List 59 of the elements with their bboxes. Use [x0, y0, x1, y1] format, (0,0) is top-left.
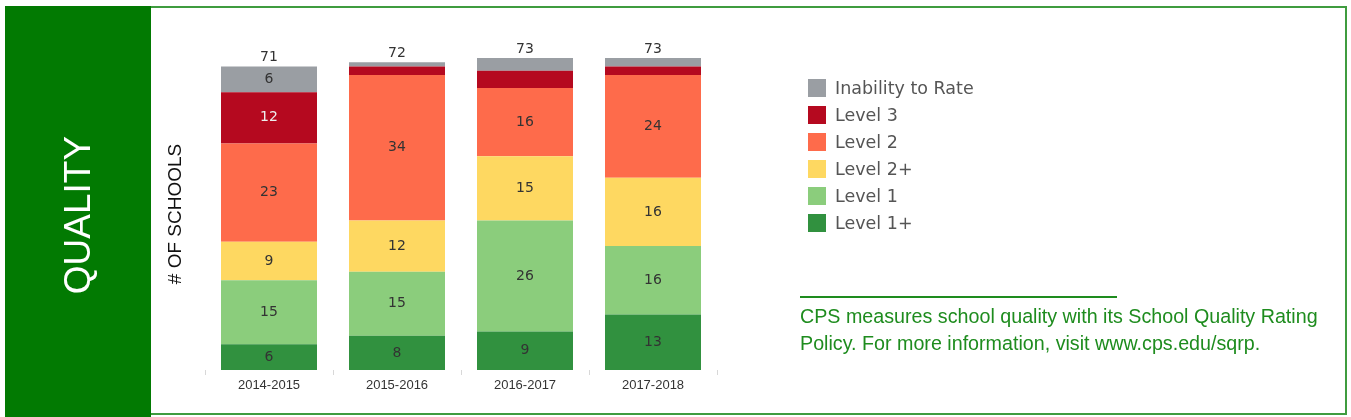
x-tick-label: 2017-2018	[621, 377, 685, 393]
total-label: 71	[260, 48, 278, 65]
data-label: 8	[392, 343, 402, 360]
text: CPS measures school quality with its School Quality Rating Policy. For more information, visit www.cps.edu/sqrp.	[800, 304, 1319, 356]
bar	[221, 143, 317, 242]
legend-label: Level 1+	[835, 212, 913, 233]
bar	[477, 58, 573, 71]
data-label: 34	[388, 138, 406, 155]
x-tick-label: 2014-2015	[237, 377, 301, 393]
data-label: 23	[260, 183, 278, 200]
bar	[605, 314, 701, 370]
data-label: 9	[520, 341, 530, 358]
bar	[221, 66, 317, 93]
total-label: 73	[516, 39, 534, 56]
data-label: 26	[516, 266, 534, 283]
bar	[349, 271, 445, 336]
data-label: 16	[644, 270, 662, 287]
data-label: 9	[264, 251, 274, 268]
bar	[349, 75, 445, 221]
bar	[605, 177, 701, 247]
data-label: 6	[264, 347, 274, 364]
data-label: 6	[264, 70, 274, 87]
bar	[349, 335, 445, 370]
data-label: 15	[260, 302, 278, 319]
bar	[221, 280, 317, 345]
data-label: 12	[388, 236, 406, 253]
bar	[477, 220, 573, 332]
data-label: 16	[644, 202, 662, 219]
legend-label: Level 2+	[835, 158, 913, 179]
bar	[221, 92, 317, 144]
bar	[605, 66, 701, 76]
bar	[477, 70, 573, 88]
bar	[605, 246, 701, 315]
bar	[349, 66, 445, 76]
side-panel: QUALITY	[5, 6, 151, 417]
y-axis-title: # OF SCHOOLS	[163, 143, 185, 285]
data-label: 16	[516, 112, 534, 129]
bar	[605, 58, 701, 67]
legend-label: Inability to Rate	[835, 77, 974, 98]
data-label: 15	[516, 179, 534, 195]
legend-label: Level 2	[835, 131, 898, 152]
bar	[221, 344, 317, 370]
data-label: 15	[388, 294, 406, 311]
bar	[349, 62, 445, 67]
data-label: 12	[260, 108, 278, 125]
bar	[349, 220, 445, 272]
bar	[477, 87, 573, 157]
x-tick-label: 2015-2016	[365, 377, 429, 393]
bar	[605, 75, 701, 178]
total-label: 73	[644, 39, 662, 56]
legend-label: Level 3	[835, 104, 898, 125]
bar	[477, 156, 573, 221]
total-label: 72	[388, 43, 406, 60]
legend-label: Level 1	[835, 185, 898, 206]
bar	[221, 241, 317, 281]
data-label: 13	[644, 332, 662, 349]
bar	[477, 331, 573, 370]
x-tick-label: 2016-2017	[493, 377, 557, 393]
data-label: 24	[644, 117, 662, 134]
